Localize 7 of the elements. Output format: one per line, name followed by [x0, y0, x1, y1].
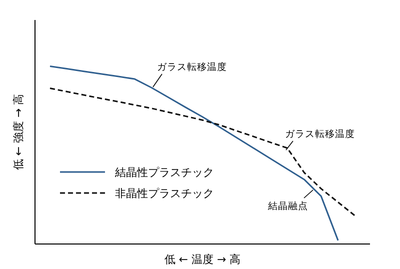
legend-label: 非晶性プラスチック [115, 187, 214, 200]
annotation: ガラス転移温度 [285, 128, 355, 140]
legend-label: 結晶性プラスチック [114, 166, 214, 179]
annotation: 結晶融点 [267, 200, 308, 212]
x-axis-title: 低 ← 温度 → 高 [164, 253, 241, 266]
annotation: ガラス転移温度 [157, 61, 227, 73]
y-axis-title: 低 ← 強度 → 高 [12, 94, 25, 170]
